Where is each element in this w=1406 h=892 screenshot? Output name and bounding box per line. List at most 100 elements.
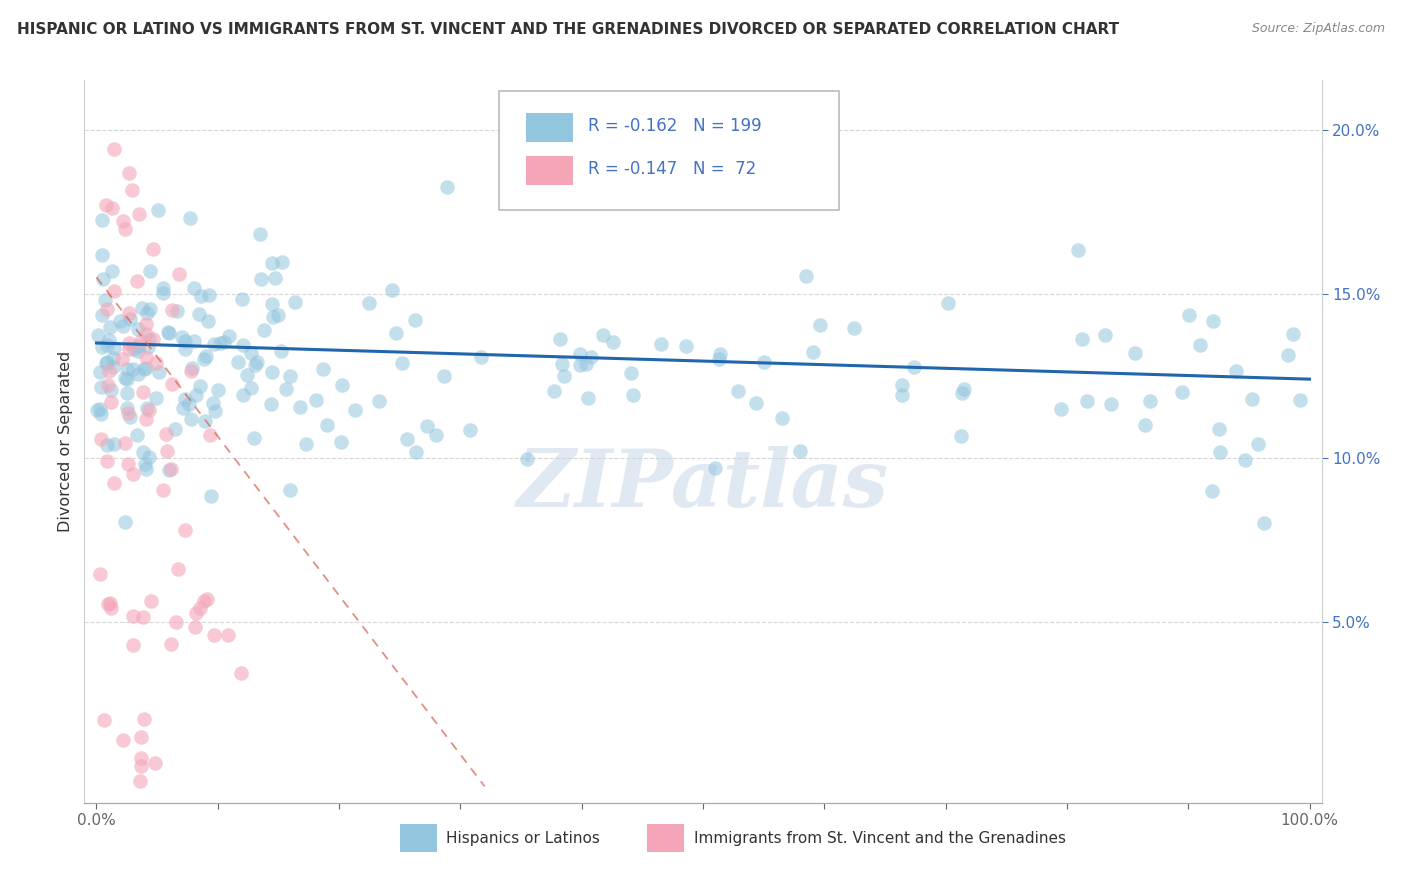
Point	[134, 457, 156, 471]
Point	[304, 393, 326, 408]
Point	[118, 336, 141, 351]
Point	[949, 429, 972, 443]
Point	[752, 354, 775, 368]
Point	[174, 392, 197, 407]
Point	[101, 351, 124, 366]
Point	[395, 432, 418, 446]
Point	[101, 201, 124, 215]
Point	[193, 414, 215, 428]
Point	[132, 610, 155, 624]
Point	[228, 355, 250, 369]
Point	[1094, 327, 1116, 342]
Point	[93, 713, 115, 727]
Point	[207, 383, 229, 397]
Point	[253, 322, 276, 336]
Point	[217, 628, 239, 642]
Point	[129, 334, 152, 348]
Point	[169, 267, 191, 281]
Point	[117, 406, 139, 420]
Point	[135, 318, 157, 332]
Point	[592, 328, 614, 343]
Point	[200, 428, 222, 442]
Point	[174, 523, 197, 537]
Point	[91, 212, 114, 227]
Point	[569, 358, 592, 372]
Point	[1201, 483, 1223, 498]
Point	[131, 445, 153, 459]
Point	[890, 377, 912, 392]
Point	[90, 433, 112, 447]
Point	[162, 376, 184, 391]
Point	[1170, 384, 1192, 399]
FancyBboxPatch shape	[399, 824, 437, 852]
Point	[129, 759, 152, 773]
Point	[135, 412, 157, 426]
Point	[1233, 453, 1256, 467]
Point	[156, 444, 179, 458]
Point	[188, 601, 211, 615]
Point	[1070, 333, 1092, 347]
Point	[166, 303, 188, 318]
Point	[1135, 418, 1157, 433]
Point	[112, 733, 135, 747]
FancyBboxPatch shape	[647, 824, 685, 852]
Point	[115, 372, 138, 386]
Point	[316, 418, 339, 433]
Point	[114, 515, 136, 529]
Point	[246, 355, 269, 369]
Point	[844, 321, 866, 335]
Point	[143, 756, 166, 770]
Point	[135, 360, 157, 375]
Point	[193, 593, 215, 607]
Point	[136, 340, 159, 354]
Point	[458, 423, 481, 437]
Point	[195, 592, 218, 607]
Point	[132, 362, 155, 376]
Point	[97, 333, 120, 347]
Point	[290, 401, 312, 415]
Point	[193, 352, 215, 367]
Point	[229, 666, 252, 681]
Point	[96, 198, 118, 212]
Point	[142, 242, 165, 256]
Point	[197, 314, 219, 328]
Point	[111, 214, 134, 228]
Point	[118, 306, 141, 320]
Point	[96, 338, 118, 352]
Point	[789, 444, 811, 458]
Point	[543, 384, 565, 398]
Point	[1241, 392, 1264, 406]
Point	[103, 285, 125, 299]
Point	[1076, 394, 1098, 409]
Point	[160, 637, 183, 651]
Point	[117, 401, 139, 415]
Point	[1202, 313, 1225, 327]
Point	[808, 318, 831, 332]
Point	[117, 361, 139, 376]
Point	[381, 283, 404, 297]
Point	[1208, 422, 1230, 436]
Point	[135, 462, 157, 476]
Point	[96, 355, 118, 369]
Text: R = -0.162   N = 199: R = -0.162 N = 199	[588, 117, 762, 135]
Point	[745, 396, 768, 410]
Point	[330, 435, 353, 450]
Text: Source: ZipAtlas.com: Source: ZipAtlas.com	[1251, 22, 1385, 36]
Point	[202, 337, 225, 351]
Point	[391, 356, 413, 370]
Point	[152, 281, 174, 295]
Point	[127, 274, 149, 288]
Point	[249, 271, 271, 285]
Point	[103, 341, 125, 355]
Y-axis label: Divorced or Separated: Divorced or Separated	[58, 351, 73, 533]
Point	[100, 600, 122, 615]
Point	[184, 620, 207, 634]
Point	[1209, 444, 1232, 458]
Point	[936, 296, 959, 310]
Point	[157, 326, 180, 340]
Point	[280, 483, 302, 497]
Point	[156, 325, 179, 339]
Point	[98, 364, 121, 378]
Point	[470, 350, 492, 364]
Point	[90, 248, 112, 262]
